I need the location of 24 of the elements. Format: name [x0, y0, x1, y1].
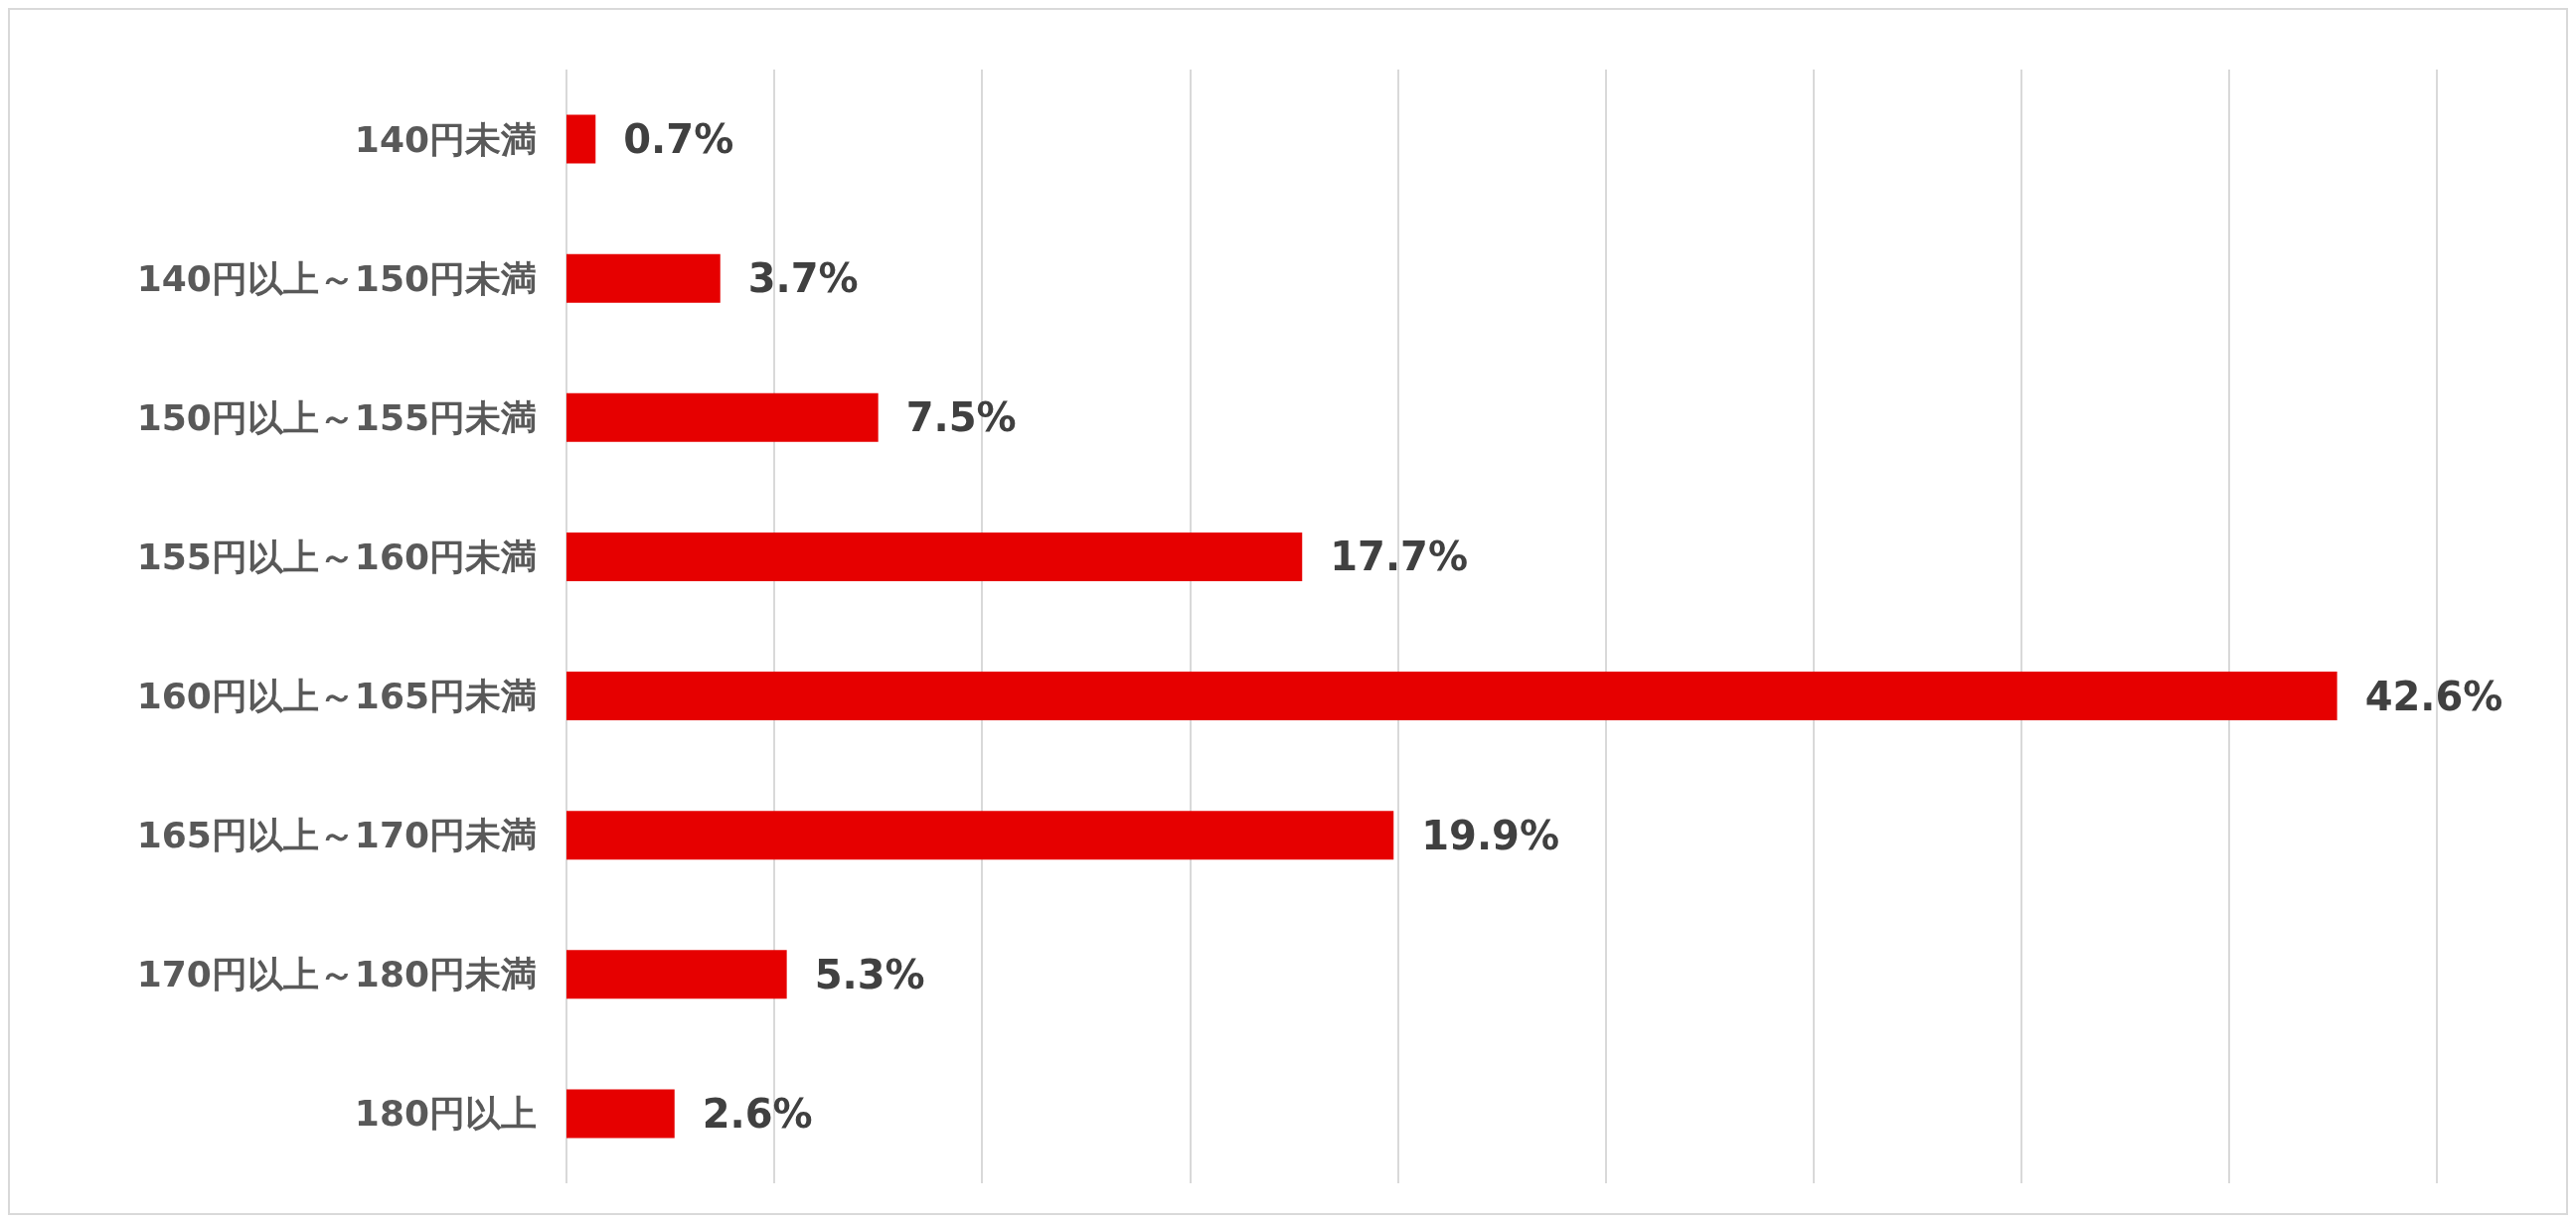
y-tick-label: 170円以上～180円未満: [136, 954, 537, 995]
bar: [566, 253, 721, 303]
data-label: 3.7%: [747, 255, 859, 302]
data-label: 2.6%: [702, 1090, 813, 1137]
y-tick-label: 140円未満: [354, 118, 537, 160]
bar: [566, 950, 787, 999]
data-label: 17.7%: [1330, 534, 1469, 580]
y-tick-label: 140円以上～150円未満: [136, 257, 537, 299]
bar: [566, 392, 879, 442]
y-tick-label: 180円以上: [354, 1093, 537, 1135]
bar: [566, 114, 596, 164]
data-label: 5.3%: [814, 951, 925, 997]
bar: [566, 811, 1394, 860]
y-tick-label: 155円以上～160円未満: [136, 535, 537, 577]
bar: [566, 672, 2337, 721]
bar: [566, 532, 1303, 581]
y-tick-label: 165円以上～170円未満: [136, 815, 537, 856]
bar: [566, 1089, 675, 1139]
y-tick-label: 160円以上～165円未満: [136, 676, 537, 717]
data-label: 19.9%: [1421, 812, 1560, 858]
data-label: 0.7%: [623, 116, 734, 163]
data-label: 7.5%: [905, 394, 1017, 441]
y-tick-label: 150円以上～155円未満: [136, 396, 537, 438]
data-label: 42.6%: [2364, 673, 2503, 719]
